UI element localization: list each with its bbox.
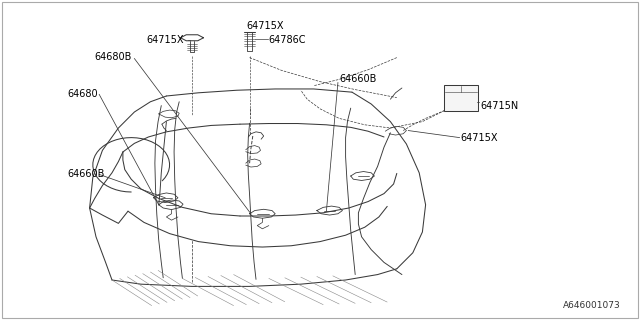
Text: 64715X: 64715X <box>147 35 184 45</box>
Text: 64715X: 64715X <box>461 132 499 143</box>
FancyBboxPatch shape <box>444 85 478 111</box>
Text: 64660B: 64660B <box>67 169 104 180</box>
Text: 64660B: 64660B <box>339 74 376 84</box>
Text: 64715X: 64715X <box>246 21 284 31</box>
Text: A646001073: A646001073 <box>563 301 621 310</box>
Text: 64680: 64680 <box>67 89 98 100</box>
Text: 64715N: 64715N <box>480 100 518 111</box>
Text: 64680B: 64680B <box>95 52 132 62</box>
Text: 64786C: 64786C <box>269 35 307 45</box>
